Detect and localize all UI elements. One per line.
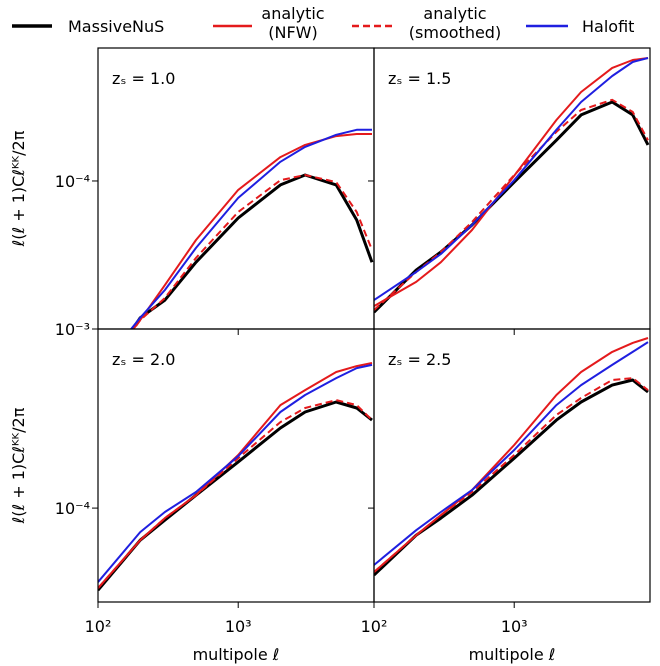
- axes-frame: [373, 47, 651, 330]
- plot-area: [129, 128, 374, 329]
- series-line: [374, 57, 649, 301]
- series-line: [374, 378, 649, 577]
- legend-label: MassiveNuS: [68, 17, 164, 36]
- series-line: [132, 174, 373, 329]
- legend-label: analytic (NFW): [261, 4, 324, 42]
- axes-frame: [97, 47, 375, 330]
- x-tick-label: 10²: [361, 617, 388, 636]
- series-line: [98, 399, 373, 589]
- x-axis-label: multipole ℓ: [469, 645, 556, 664]
- plot-area: [374, 57, 650, 314]
- series-line: [98, 362, 373, 589]
- legend-label: analytic (smoothed): [409, 4, 501, 42]
- series-line: [374, 377, 649, 573]
- panel-title: zₛ = 1.0: [112, 69, 175, 88]
- panel-title: zₛ = 2.0: [112, 350, 175, 369]
- plot-area: [374, 337, 649, 577]
- plot-area: [98, 362, 373, 592]
- x-tick-label: 10³: [501, 617, 528, 636]
- x-tick-label: 10²: [85, 617, 112, 636]
- series-line: [129, 128, 372, 329]
- series-line: [374, 100, 650, 314]
- y-axis-label: ℓ(ℓ + 1)Cℓᴷᴷ/2π: [9, 407, 28, 524]
- series-line: [374, 98, 649, 311]
- x-tick-label: 10³: [225, 617, 252, 636]
- series-line: [374, 341, 649, 566]
- series-line: [374, 337, 649, 573]
- x-axis-label: multipole ℓ: [193, 645, 280, 664]
- series-line: [132, 133, 372, 329]
- series-line: [98, 363, 373, 583]
- series-line: [374, 57, 649, 307]
- axes-frame: [373, 328, 651, 603]
- panel-title: zₛ = 1.5: [388, 69, 451, 88]
- series-line: [98, 400, 373, 592]
- legend-label: Halofit: [582, 17, 634, 36]
- panel-title: zₛ = 2.5: [388, 350, 451, 369]
- y-tick-label: 10⁻⁴: [55, 499, 90, 518]
- y-axis-label: ℓ(ℓ + 1)Cℓᴷᴷ/2π: [9, 130, 28, 247]
- y-tick-label: 10⁻³: [55, 320, 90, 339]
- y-tick-label: 10⁻⁴: [55, 172, 90, 191]
